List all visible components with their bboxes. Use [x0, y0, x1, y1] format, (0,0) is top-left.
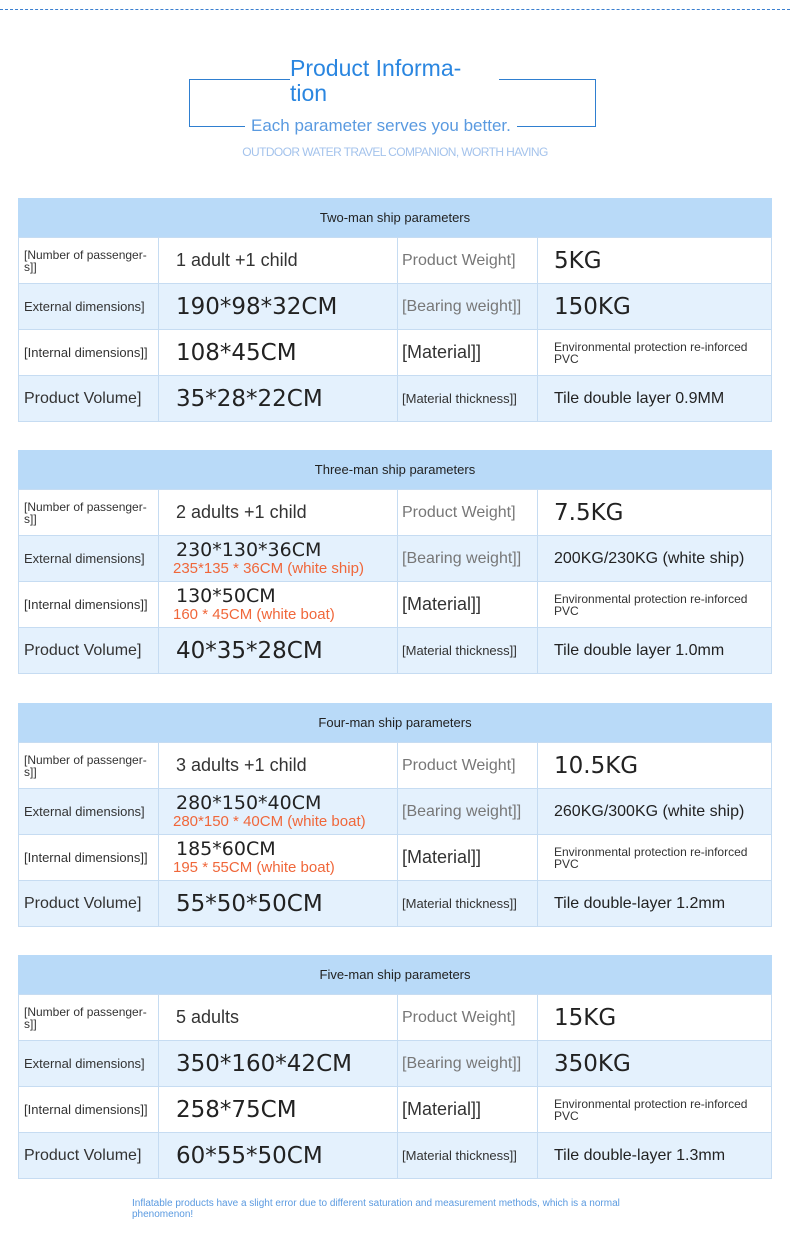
material-label: [Material]] — [402, 1099, 482, 1119]
table-row: External dimensions] 230*130*36CM 235*135… — [18, 535, 772, 581]
volume-value: 40*35*28CM — [176, 637, 323, 664]
external-label: External dimensions] — [24, 551, 145, 566]
table-row: Product Volume] 40*35*28CM [Material thi… — [18, 627, 772, 674]
passengers-value: 5 adults — [176, 1007, 240, 1027]
external-value: 230*130*36CM — [176, 539, 322, 561]
passengers-value: 1 adult +1 child — [176, 250, 298, 270]
passengers-label: [Number of passenger-s]] — [24, 247, 147, 274]
material-value: Environmental protection re-inforced PVC — [554, 844, 748, 871]
table-row: Product Volume] 35*28*22CM [Material thi… — [18, 375, 772, 422]
bearing-label: [Bearing weight]] — [402, 802, 522, 820]
weight-label: Product Weight] — [402, 251, 516, 269]
table-row: External dimensions] 280*150*40CM 280*150… — [18, 788, 772, 834]
external-label: External dimensions] — [24, 1056, 145, 1071]
external-label: External dimensions] — [24, 804, 145, 819]
table-title: Three-man ship parameters — [18, 450, 772, 489]
spec-table: Five-man ship parameters [Number of pass… — [18, 955, 772, 1179]
table-title: Four-man ship parameters — [18, 703, 772, 742]
external-value: 350*160*42CM — [176, 1050, 352, 1077]
internal-label: [Internal dimensions]] — [24, 850, 148, 865]
thickness-label: [Material thickness]] — [402, 643, 517, 658]
table-row: [Internal dimensions]] 108*45CM [Materia… — [18, 329, 772, 375]
table-title: Two-man ship parameters — [18, 198, 772, 237]
volume-value: 55*50*50CM — [176, 890, 323, 917]
volume-label: Product Volume] — [24, 1146, 142, 1164]
internal-label: [Internal dimensions]] — [24, 345, 148, 360]
material-value: Environmental protection re-inforced PVC — [554, 1096, 748, 1123]
weight-value: 7.5KG — [554, 499, 624, 526]
top-dashed-divider — [0, 9, 790, 10]
table-row: [Number of passenger-s]] 1 adult +1 chil… — [18, 237, 772, 283]
volume-value: 35*28*22CM — [176, 385, 323, 412]
weight-value: 10.5KG — [554, 752, 639, 779]
table-row: [Internal dimensions]] 185*60CM 195 * 55C… — [18, 834, 772, 880]
weight-value: 15KG — [554, 1004, 617, 1031]
material-label: [Material]] — [402, 594, 482, 614]
thickness-label: [Material thickness]] — [402, 896, 517, 911]
bearing-value: 260KG/300KG (white ship) — [554, 802, 745, 820]
thickness-value: Tile double layer 1.0mm — [554, 641, 725, 659]
table-row: [Number of passenger-s]] 3 adults +1 chi… — [18, 742, 772, 788]
internal-value: 258*75CM — [176, 1096, 297, 1123]
external-white-variant: 235*135 * 36CM (white ship) — [173, 560, 364, 577]
tagline: OUTDOOR WATER TRAVEL COMPANION, WORTH HA… — [242, 145, 548, 159]
table-row: Product Volume] 55*50*50CM [Material thi… — [18, 880, 772, 927]
internal-value: 185*60CM — [176, 838, 276, 860]
volume-value: 60*55*50CM — [176, 1142, 323, 1169]
external-white-variant: 280*150 * 40CM (white boat) — [173, 813, 366, 830]
footer-note: Inflatable products have a slight error … — [132, 1198, 620, 1220]
thickness-value: Tile double-layer 1.2mm — [554, 894, 726, 912]
table-row: [Internal dimensions]] 130*50CM 160 * 45C… — [18, 581, 772, 627]
external-value: 280*150*40CM — [176, 792, 322, 814]
weight-label: Product Weight] — [402, 1008, 516, 1026]
spec-table: Four-man ship parameters [Number of pass… — [18, 703, 772, 927]
bearing-label: [Bearing weight]] — [402, 297, 522, 315]
thickness-label: [Material thickness]] — [402, 391, 517, 406]
internal-white-variant: 160 * 45CM (white boat) — [173, 606, 335, 623]
internal-label: [Internal dimensions]] — [24, 597, 148, 612]
material-value: Environmental protection re-inforced PVC — [554, 591, 748, 618]
bearing-value: 350KG — [554, 1050, 631, 1077]
internal-label: [Internal dimensions]] — [24, 1102, 148, 1117]
bearing-label: [Bearing weight]] — [402, 549, 522, 567]
external-value: 190*98*32CM — [176, 293, 338, 320]
internal-value: 108*45CM — [176, 339, 297, 366]
weight-value: 5KG — [554, 247, 602, 274]
bearing-label: [Bearing weight]] — [402, 1054, 522, 1072]
thickness-label: [Material thickness]] — [402, 1148, 517, 1163]
passengers-value: 2 adults +1 child — [176, 502, 307, 522]
table-row: [Number of passenger-s]] 5 adults Produc… — [18, 994, 772, 1040]
spec-table: Two-man ship parameters [Number of passe… — [18, 198, 772, 422]
thickness-value: Tile double layer 0.9MM — [554, 389, 725, 407]
table-row: Product Volume] 60*55*50CM [Material thi… — [18, 1132, 772, 1179]
table-row: [Number of passenger-s]] 2 adults +1 chi… — [18, 489, 772, 535]
page-subtitle: Each parameter serves you better. — [245, 116, 517, 136]
internal-white-variant: 195 * 55CM (white boat) — [173, 859, 335, 876]
passengers-label: [Number of passenger-s]] — [24, 1004, 147, 1031]
page-title: Product Informa- tion — [290, 56, 499, 106]
table-row: External dimensions] 190*98*32CM [Bearin… — [18, 283, 772, 329]
table-title: Five-man ship parameters — [18, 955, 772, 994]
external-label: External dimensions] — [24, 299, 145, 314]
volume-label: Product Volume] — [24, 894, 142, 912]
spec-table: Three-man ship parameters [Number of pas… — [18, 450, 772, 674]
passengers-label: [Number of passenger-s]] — [24, 499, 147, 526]
volume-label: Product Volume] — [24, 389, 142, 407]
bearing-value: 150KG — [554, 293, 631, 320]
passengers-value: 3 adults +1 child — [176, 755, 307, 775]
table-row: [Internal dimensions]] 258*75CM [Materia… — [18, 1086, 772, 1132]
material-label: [Material]] — [402, 342, 482, 362]
material-label: [Material]] — [402, 847, 482, 867]
passengers-label: [Number of passenger-s]] — [24, 752, 147, 779]
volume-label: Product Volume] — [24, 641, 142, 659]
weight-label: Product Weight] — [402, 503, 516, 521]
material-value: Environmental protection re-inforced PVC — [554, 339, 748, 366]
thickness-value: Tile double-layer 1.3mm — [554, 1146, 726, 1164]
internal-value: 130*50CM — [176, 585, 276, 607]
table-row: External dimensions] 350*160*42CM [Beari… — [18, 1040, 772, 1086]
bearing-value: 200KG/230KG (white ship) — [554, 549, 745, 567]
weight-label: Product Weight] — [402, 756, 516, 774]
